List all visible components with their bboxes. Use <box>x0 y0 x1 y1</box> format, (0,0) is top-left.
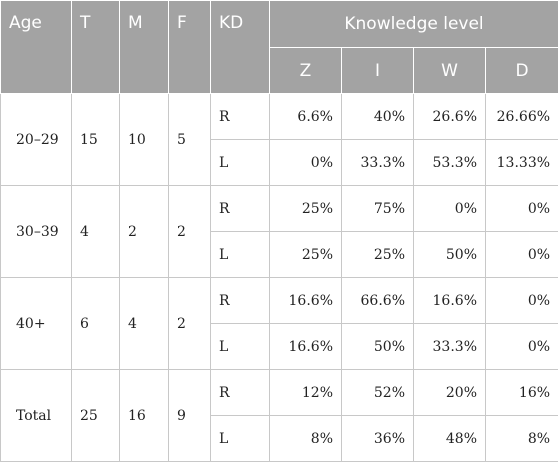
level-z-cell: 25% <box>270 186 342 232</box>
header-level-d: D <box>486 48 558 94</box>
level-z-cell: 6.6% <box>270 94 342 140</box>
header-level-w: W <box>414 48 486 94</box>
header-age: Age <box>1 1 72 94</box>
level-z-cell: 0% <box>270 140 342 186</box>
kd-cell: L <box>211 232 270 278</box>
male-count-cell: 4 <box>120 278 169 370</box>
level-z-cell: 12% <box>270 370 342 416</box>
level-i-cell: 36% <box>342 416 414 462</box>
header-level-i: I <box>342 48 414 94</box>
header-t: T <box>72 1 120 94</box>
level-d-cell: 8% <box>486 416 558 462</box>
level-d-cell: 13.33% <box>486 140 558 186</box>
age-cell: Total <box>1 370 72 462</box>
header-kd: KD <box>211 1 270 94</box>
female-count-cell: 9 <box>169 370 211 462</box>
level-i-cell: 40% <box>342 94 414 140</box>
level-d-cell: 0% <box>486 186 558 232</box>
level-z-cell: 25% <box>270 232 342 278</box>
age-cell: 20–29 <box>1 94 72 186</box>
level-w-cell: 33.3% <box>414 324 486 370</box>
level-d-cell: 0% <box>486 324 558 370</box>
level-w-cell: 50% <box>414 232 486 278</box>
age-cell: 30–39 <box>1 186 72 278</box>
total-count-cell: 15 <box>72 94 120 186</box>
female-count-cell: 2 <box>169 186 211 278</box>
age-cell: 40+ <box>1 278 72 370</box>
kd-cell: R <box>211 278 270 324</box>
level-z-cell: 8% <box>270 416 342 462</box>
level-i-cell: 75% <box>342 186 414 232</box>
level-d-cell: 0% <box>486 232 558 278</box>
female-count-cell: 2 <box>169 278 211 370</box>
level-i-cell: 33.3% <box>342 140 414 186</box>
female-count-cell: 5 <box>169 94 211 186</box>
table-row: Total 25 16 9 R 12% 52% 20% 16% <box>1 370 558 416</box>
level-i-cell: 25% <box>342 232 414 278</box>
level-w-cell: 26.6% <box>414 94 486 140</box>
table-header: Age T M F KD Knowledge level Z I W D <box>1 1 558 94</box>
level-w-cell: 53.3% <box>414 140 486 186</box>
kd-cell: L <box>211 416 270 462</box>
level-d-cell: 0% <box>486 278 558 324</box>
kd-cell: R <box>211 370 270 416</box>
table-row: 40+ 6 4 2 R 16.6% 66.6% 16.6% 0% <box>1 278 558 324</box>
level-w-cell: 48% <box>414 416 486 462</box>
header-f: F <box>169 1 211 94</box>
level-z-cell: 16.6% <box>270 324 342 370</box>
level-i-cell: 66.6% <box>342 278 414 324</box>
level-i-cell: 50% <box>342 324 414 370</box>
header-m: M <box>120 1 169 94</box>
male-count-cell: 16 <box>120 370 169 462</box>
level-i-cell: 52% <box>342 370 414 416</box>
table-row: 30–39 4 2 2 R 25% 75% 0% 0% <box>1 186 558 232</box>
kd-cell: L <box>211 324 270 370</box>
total-count-cell: 6 <box>72 278 120 370</box>
table-body: 20–29 15 10 5 R 6.6% 40% 26.6% 26.66% L … <box>1 94 558 462</box>
header-knowledge-level: Knowledge level <box>270 1 558 48</box>
kd-cell: L <box>211 140 270 186</box>
level-w-cell: 16.6% <box>414 278 486 324</box>
male-count-cell: 10 <box>120 94 169 186</box>
level-w-cell: 20% <box>414 370 486 416</box>
kd-cell: R <box>211 186 270 232</box>
level-d-cell: 16% <box>486 370 558 416</box>
total-count-cell: 4 <box>72 186 120 278</box>
total-count-cell: 25 <box>72 370 120 462</box>
male-count-cell: 2 <box>120 186 169 278</box>
header-level-z: Z <box>270 48 342 94</box>
level-w-cell: 0% <box>414 186 486 232</box>
kd-cell: R <box>211 94 270 140</box>
table-row: 20–29 15 10 5 R 6.6% 40% 26.6% 26.66% <box>1 94 558 140</box>
level-d-cell: 26.66% <box>486 94 558 140</box>
level-z-cell: 16.6% <box>270 278 342 324</box>
